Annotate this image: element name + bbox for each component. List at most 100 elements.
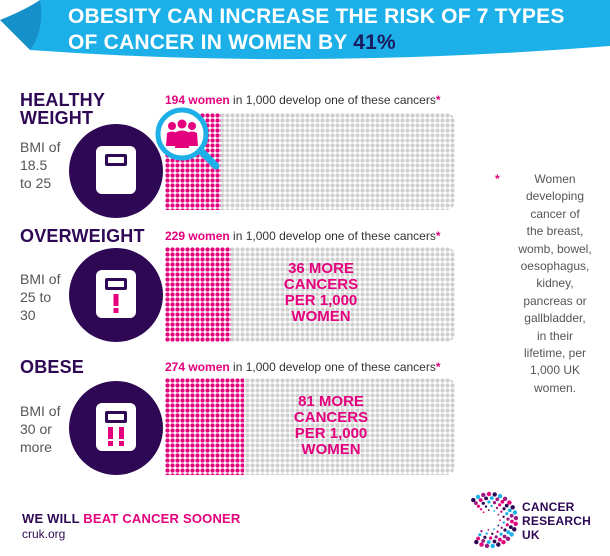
- logo-dot: [485, 532, 488, 535]
- logo-dot: [509, 532, 514, 537]
- logo-dot: [505, 512, 509, 516]
- logo-dot: [509, 513, 514, 518]
- dot-panel-obese: 81 MORE CANCERS PER 1,000 WOMEN: [165, 378, 455, 475]
- more-cancers-label: 81 MORE CANCERS PER 1,000 WOMEN: [293, 393, 369, 458]
- logo-dot: [499, 532, 503, 536]
- tagline: WE WILL BEAT CANCER SOONER: [22, 511, 241, 526]
- title-highlight: 41%: [353, 31, 396, 54]
- bmi-range-obese: BMI of 30 or more: [20, 403, 61, 455]
- logo-dot: [483, 535, 487, 539]
- logo-dot: [479, 508, 483, 511]
- logo-dot: [499, 519, 501, 522]
- logo-dot: [474, 539, 479, 545]
- logo-dot: [508, 525, 513, 529]
- logo-dot: [484, 505, 488, 508]
- logo-dot: [475, 494, 481, 500]
- more-cancers-label: 36 MORE CANCERS PER 1,000 WOMEN: [283, 260, 359, 325]
- logo-dot: [507, 508, 512, 513]
- logo-dot: [510, 519, 514, 524]
- logo-dot: [476, 536, 480, 541]
- logo-dot: [510, 505, 515, 510]
- website-link[interactable]: cruk.org: [22, 527, 66, 541]
- pink-dots: [165, 247, 231, 342]
- pink-dots: [165, 378, 244, 475]
- footnote-asterisk: *: [495, 172, 500, 186]
- logo-dot: [512, 527, 517, 532]
- logo-dot: [513, 521, 518, 526]
- logo-dot: [489, 536, 493, 540]
- bmi-range-healthy: BMI of 18.5 to 25: [20, 139, 61, 191]
- logo-dot: [489, 496, 494, 500]
- logo-dot: [471, 497, 476, 503]
- logo-dot: [502, 534, 507, 539]
- logo-dot: [513, 515, 519, 521]
- logo-dot: [497, 493, 503, 499]
- logo-dot: [505, 536, 511, 541]
- logo-dot: [497, 524, 500, 527]
- scale-icon: [69, 124, 163, 218]
- logo-dot: [476, 504, 480, 508]
- logo-dot: [506, 517, 510, 521]
- header-banner: OBESITY CAN INCREASE THE RISK OF 7 TYPES…: [0, 0, 610, 66]
- magnifier-women-icon: [155, 107, 220, 170]
- logo-dot: [498, 537, 502, 542]
- logo-dot: [486, 540, 491, 544]
- logo-dot: [478, 498, 483, 502]
- logo-dot: [481, 501, 485, 505]
- footnote: * Women developing cancer of the breast,…: [495, 172, 592, 395]
- logo-dot: [481, 539, 486, 543]
- logo-dot: [484, 543, 490, 548]
- scale-double-warning-icon: [69, 381, 163, 475]
- group-label-healthy: HEALTHY WEIGHT: [20, 90, 106, 128]
- logo-dot: [500, 499, 505, 504]
- logo-dot: [500, 526, 503, 529]
- logo-text: CANCER RESEARCH UK: [522, 500, 591, 542]
- caption-overweight: 229 women in 1,000 develop one of these …: [165, 229, 441, 243]
- logo-dot: [502, 496, 508, 501]
- logo-dot: [506, 530, 511, 535]
- caption-healthy: 194 women in 1,000 develop one of these …: [165, 93, 441, 107]
- logo-dot: [480, 530, 483, 533]
- logo-dot: [492, 492, 497, 497]
- logo-dot: [493, 528, 495, 531]
- logo-dot: [490, 543, 495, 549]
- logo-dot: [487, 509, 490, 511]
- cruk-logo-icon: [471, 491, 519, 549]
- logo-dot: [482, 511, 485, 514]
- logo-dot: [479, 542, 484, 547]
- scale-warning-icon: [69, 248, 163, 342]
- logo-dot: [492, 539, 497, 544]
- logo-dot: [502, 507, 506, 511]
- banner-shape: [0, 0, 610, 60]
- bmi-range-overweight: BMI of 25 to 30: [20, 271, 61, 323]
- logo-dot: [474, 501, 478, 505]
- logo-dot: [495, 497, 500, 502]
- caption-obese: 274 women in 1,000 develop one of these …: [165, 360, 441, 374]
- logo-dot: [502, 515, 505, 518]
- logo-dot: [504, 503, 509, 508]
- group-label-overweight: OVERWEIGHT: [20, 226, 145, 246]
- logo-dot: [496, 542, 501, 547]
- logo-dot: [501, 540, 506, 545]
- logo-dot: [492, 501, 497, 505]
- logo-dot: [502, 521, 505, 524]
- logo-dot: [490, 504, 493, 508]
- logo-dot: [478, 533, 482, 537]
- logo-dot: [487, 500, 491, 504]
- logo-dot: [494, 535, 498, 539]
- logo-dot: [503, 528, 507, 532]
- logo-dot: [493, 510, 496, 512]
- group-label-obese: OBESE: [20, 357, 85, 377]
- logo-dot: [486, 491, 492, 497]
- logo-dot: [500, 510, 503, 513]
- logo-dot: [481, 492, 486, 498]
- dot-panel-overweight: 36 MORE CANCERS PER 1,000 WOMEN: [165, 247, 455, 342]
- logo-dot: [496, 530, 499, 533]
- logo-dot: [507, 500, 512, 505]
- logo-dot: [484, 496, 488, 501]
- logo-dot: [491, 532, 494, 535]
- logo-dot: [487, 529, 490, 531]
- logo-dot: [497, 513, 500, 516]
- logo-dot: [505, 523, 509, 527]
- logo-dot: [512, 510, 518, 515]
